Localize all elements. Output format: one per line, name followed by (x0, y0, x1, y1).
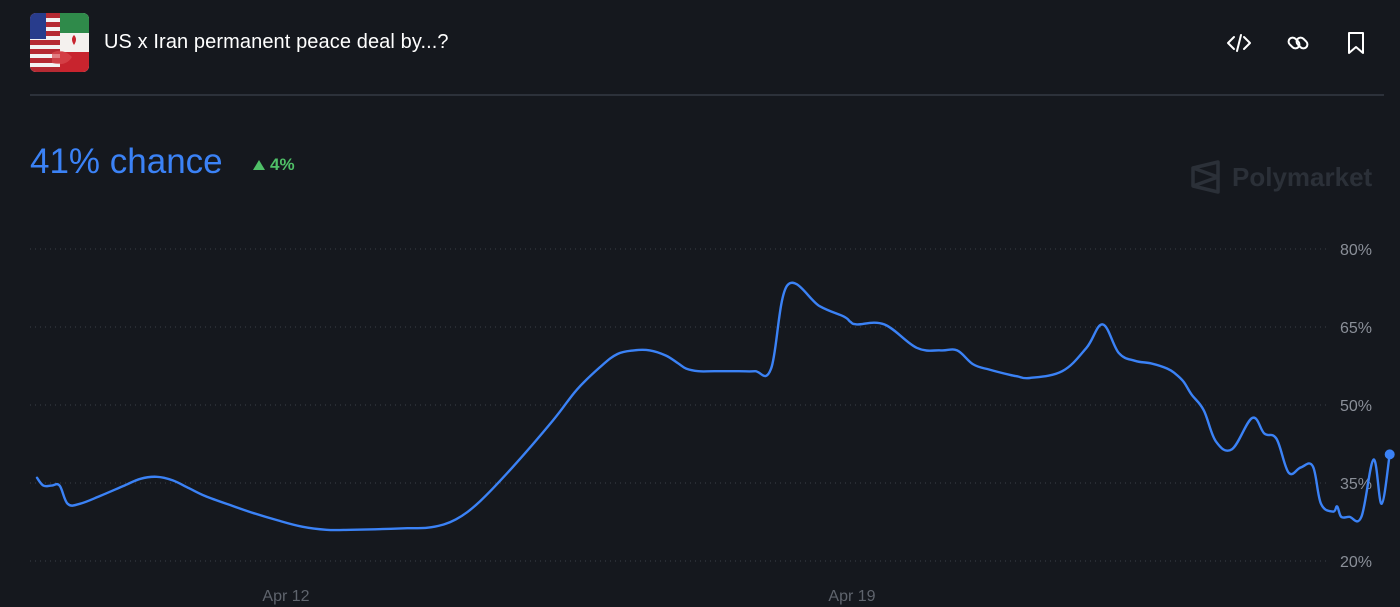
embed-button[interactable] (1226, 30, 1252, 56)
y-tick-label: 20% (1340, 554, 1372, 571)
series-lines (35, 281, 1391, 532)
watermark-text: Polymarket (1232, 161, 1373, 192)
polymarket-watermark: Polymarket (1190, 160, 1372, 194)
series-line (35, 281, 1391, 532)
y-tick-label: 80% (1340, 242, 1372, 259)
link-icon (1287, 36, 1309, 50)
header-divider (30, 94, 1384, 96)
x-axis-labels: Apr 12 Apr 19 (262, 588, 875, 605)
x-tick-label: Apr 19 (828, 588, 875, 605)
copy-link-button[interactable] (1285, 30, 1311, 56)
triangle-up-icon (253, 160, 265, 170)
chance-value: 41% chance (30, 142, 223, 181)
market-thumbnail[interactable] (30, 13, 89, 72)
market-title: US x Iran permanent peace deal by...? (104, 31, 449, 53)
change-value: 4% (270, 155, 295, 174)
chart-grid (30, 248, 1326, 562)
y-tick-label: 65% (1340, 320, 1372, 337)
y-axis-labels: 80% 65% 50% 35% 20% (1340, 242, 1372, 571)
market-header: US x Iran permanent peace deal by...? (30, 13, 1370, 73)
polymarket-logo-icon (1191, 160, 1220, 194)
bookmark-icon (1348, 32, 1364, 54)
series-markers (1384, 449, 1395, 460)
change-indicator: 4% (252, 155, 295, 175)
y-tick-label: 35% (1340, 476, 1372, 493)
embed-icon (1227, 34, 1251, 52)
y-tick-label: 50% (1340, 398, 1372, 415)
x-tick-label: Apr 12 (262, 588, 309, 605)
latest-point-marker (1384, 449, 1395, 460)
us-iran-flags-image (30, 13, 89, 72)
bookmark-button[interactable] (1343, 30, 1369, 56)
